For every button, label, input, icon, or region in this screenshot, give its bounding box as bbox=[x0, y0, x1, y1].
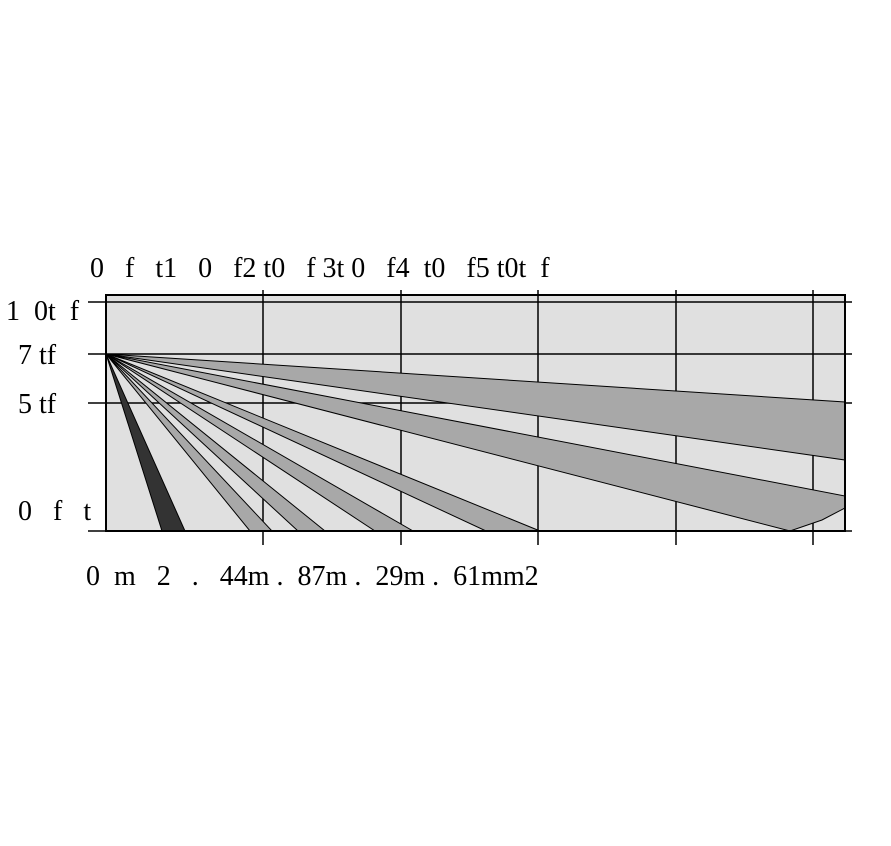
diagram-frame bbox=[105, 294, 846, 532]
height-label-0ft: 0 f t bbox=[18, 496, 91, 527]
beam-far-bottom bbox=[105, 353, 846, 532]
detection-beams bbox=[105, 353, 846, 532]
height-label-7ft: 7 tf bbox=[18, 340, 57, 371]
top-distance-scale: 0 f t1 0 f2 t0 f 3t 0 f4 t0 f5 t0t f bbox=[90, 253, 550, 284]
bottom-distance-scale: 0 m 2 . 44m . 87m . 29m . 61mm2 bbox=[86, 561, 539, 592]
height-label-10ft: 1 0t f bbox=[6, 296, 80, 327]
height-label-5ft: 5 tf bbox=[18, 389, 57, 420]
